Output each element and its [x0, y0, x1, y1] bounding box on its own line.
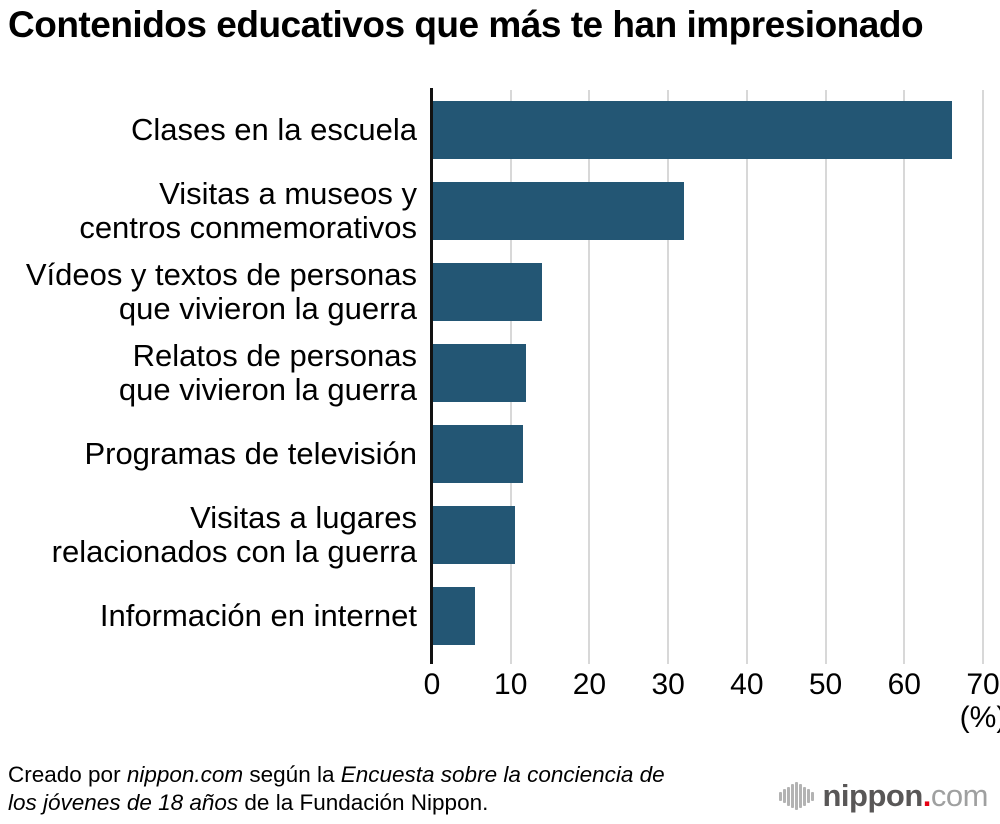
plot-area: [432, 90, 984, 656]
bar: [432, 263, 543, 322]
x-tick-mark: [588, 656, 591, 664]
soundwave-bar: [803, 786, 806, 806]
x-tick-mark: [745, 656, 748, 664]
soundwave-bar: [807, 789, 810, 803]
x-tick-label: 70: [966, 668, 1000, 701]
nippon-logo: nippon.com: [779, 773, 989, 819]
bar-row: [432, 90, 983, 171]
bar-row: [432, 333, 983, 414]
category-label: Programas de televisión: [84, 435, 417, 471]
category-label: Visitas a lugares relacionados con la gu…: [51, 499, 417, 569]
logo-name: nippon: [822, 778, 924, 813]
soundwave-icon: [779, 782, 814, 810]
category-label: Información en internet: [99, 597, 417, 633]
bar: [432, 182, 684, 241]
gridline: [982, 90, 984, 656]
bar-row: [432, 171, 983, 252]
soundwave-bar: [787, 786, 790, 806]
x-tick-label: 30: [651, 668, 685, 701]
y-axis-line: [430, 88, 433, 664]
soundwave-bar: [783, 789, 786, 803]
x-tick-label: 20: [572, 668, 607, 701]
soundwave-bar: [811, 791, 814, 801]
bar-row: [432, 413, 983, 494]
x-tick-mark: [982, 656, 984, 664]
source-note-segment: Creado por: [8, 762, 127, 787]
gridline: [667, 90, 670, 656]
bar: [432, 101, 952, 160]
x-tick-mark: [903, 656, 906, 664]
x-tick-label: 10: [494, 668, 528, 701]
gridline: [903, 90, 906, 656]
source-note-segment: Encuesta sobre la conciencia de: [340, 762, 665, 787]
source-note-line: los jóvenes de 18 años de la Fundación N…: [8, 789, 665, 817]
x-tick-mark: [824, 656, 827, 664]
source-note-segment: los jóvenes de 18 años: [8, 790, 239, 815]
source-note-segment: nippon.com: [126, 762, 244, 787]
bar: [432, 586, 476, 645]
source-note-segment: según la: [243, 762, 341, 787]
gridline: [824, 90, 827, 656]
soundwave-bar: [779, 791, 782, 801]
category-label: Visitas a museos y centros conmemorativo…: [79, 176, 417, 246]
bar-row: [432, 494, 983, 575]
source-note: Creado por nippon.com según la Encuesta …: [8, 761, 665, 817]
x-tick-label: 40: [730, 668, 764, 701]
bar: [432, 424, 524, 483]
bar-row: [432, 252, 983, 333]
logo-dot: .: [922, 778, 932, 813]
chart-title: Contenidos educativos que más te han imp…: [8, 4, 924, 45]
logo-tld: com: [930, 778, 989, 813]
x-tick-label: 60: [887, 668, 921, 701]
x-tick-mark: [509, 656, 512, 664]
bar: [432, 505, 515, 564]
soundwave-bar: [799, 784, 802, 808]
x-tick-label: 0: [423, 668, 441, 701]
gridline: [745, 90, 748, 656]
x-tick-mark: [431, 656, 433, 664]
category-labels: Clases en la escuela Visitas a museos y c…: [0, 90, 417, 656]
category-label: Relatos de personas que vivieron la guer…: [118, 338, 417, 407]
x-tick-mark: [667, 656, 670, 664]
category-label: Vídeos y textos de personas que vivieron…: [25, 257, 417, 327]
category-label: Clases en la escuela: [130, 112, 417, 148]
soundwave-bar: [791, 784, 794, 808]
x-tick-label: 50: [808, 668, 843, 701]
source-note-line: Creado por nippon.com según la Encuesta …: [8, 761, 665, 789]
soundwave-bar: [795, 782, 798, 810]
source-note-segment: de la Fundación Nippon.: [238, 790, 489, 815]
bar: [432, 344, 527, 402]
bar-rows: [432, 90, 983, 656]
bar-row: [432, 575, 983, 656]
gridline: [588, 90, 591, 656]
x-axis-unit-label: (%): [959, 701, 1000, 734]
